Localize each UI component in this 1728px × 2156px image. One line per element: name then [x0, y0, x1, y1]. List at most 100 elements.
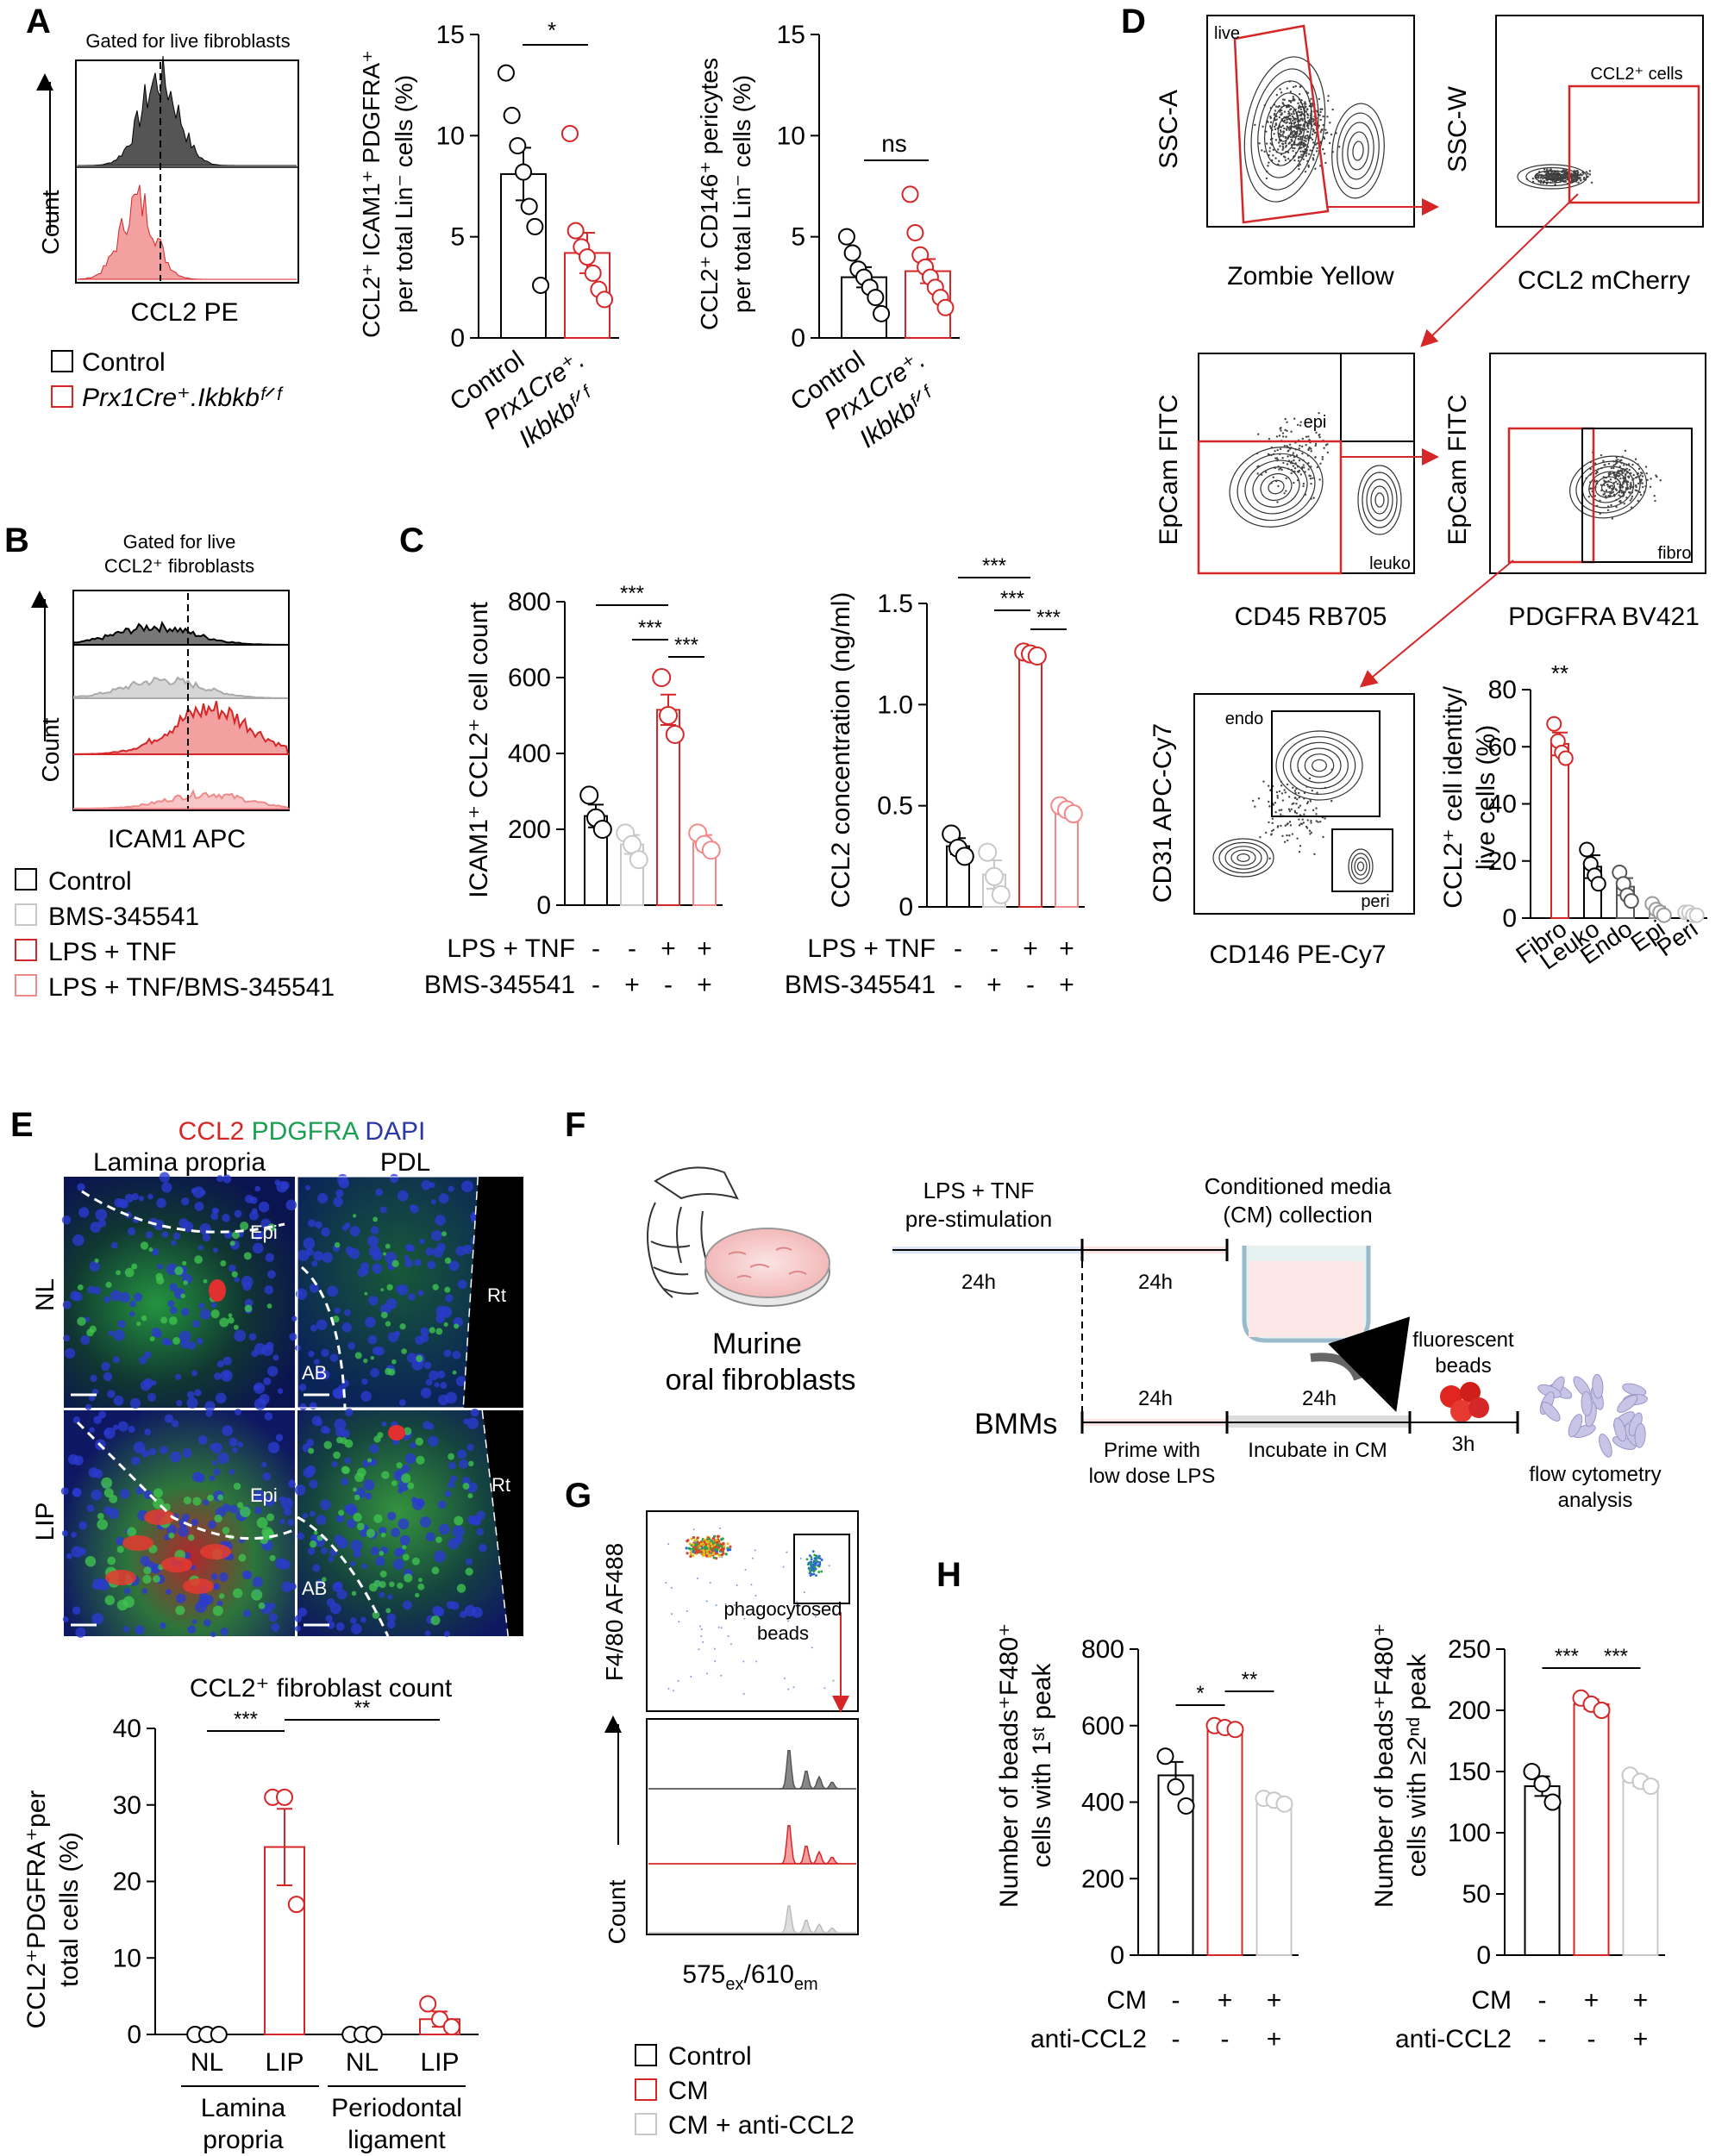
- sign-row2: -: [1221, 2025, 1230, 2053]
- event-dot: [1279, 88, 1281, 91]
- event-dot: [1295, 143, 1298, 147]
- panel-f-cm-tube: [1242, 1246, 1411, 1412]
- event-dot: [714, 1547, 717, 1551]
- event-dot: [823, 1687, 826, 1690]
- bar: [1206, 1726, 1243, 1956]
- y-tick-label: 1.5: [877, 590, 913, 618]
- contour: [1342, 122, 1374, 180]
- event-dot: [694, 1544, 698, 1547]
- event-dot: [1605, 497, 1607, 499]
- event-dot: [1629, 487, 1631, 491]
- y-tick-label: 200: [1081, 1865, 1124, 1893]
- event-dot: [1622, 477, 1625, 479]
- sig-c1-b-label: ***: [638, 616, 662, 640]
- event-dot: [1570, 178, 1574, 180]
- contour: [1260, 472, 1293, 502]
- panel-b-histogram: [72, 590, 291, 811]
- event-dot: [1274, 109, 1277, 112]
- event-dot: [1310, 819, 1312, 822]
- event-dot: [1280, 824, 1282, 828]
- event-dot: [1608, 485, 1612, 489]
- event-dot: [1255, 452, 1259, 455]
- panel-h-row2-label-a: anti-CCL2: [1030, 2025, 1147, 2053]
- event-dot: [1280, 792, 1284, 795]
- event-dot: [1605, 480, 1607, 484]
- event-dot: [1305, 154, 1308, 157]
- event-dot: [1615, 475, 1618, 478]
- event-dot: [698, 1546, 702, 1549]
- event-dot: [1618, 491, 1621, 494]
- event-dot: [721, 1556, 723, 1559]
- event-dot: [1312, 159, 1315, 161]
- sig-e-a-label: ***: [234, 1708, 258, 1731]
- panel-g-legend: Control CM CM + anti-CCL2: [635, 2042, 855, 2140]
- event-dot: [1554, 183, 1556, 186]
- event-dot: [1306, 802, 1309, 805]
- y-tick-label: 0: [1502, 904, 1517, 933]
- event-dot: [1624, 468, 1627, 471]
- event-dot: [1262, 125, 1264, 128]
- macrophage: [1634, 1422, 1646, 1448]
- event-dot: [1545, 168, 1549, 171]
- panel-e-stain-legend: CCL2 PDGFRA DAPI: [178, 1117, 426, 1146]
- event-dot: [1308, 118, 1312, 122]
- data-point: [867, 289, 885, 307]
- event-dot: [1322, 115, 1324, 118]
- event-dot: [1302, 158, 1305, 160]
- data-point: [526, 217, 544, 235]
- event-dot: [1639, 493, 1643, 497]
- panel-d-p5-gate-peri: peri: [1361, 892, 1389, 911]
- panel-a-sc1-ylabel-1: CCL2⁺ ICAM1⁺ PDGFRA⁺: [358, 50, 385, 338]
- event-dot: [705, 1547, 709, 1550]
- data-point: [431, 2010, 448, 2028]
- y-tick-label: 40: [113, 1715, 141, 1743]
- event-dot: [1286, 445, 1288, 447]
- event-dot: [1643, 491, 1646, 494]
- event-dot: [1610, 466, 1613, 470]
- event-dot: [1312, 129, 1315, 132]
- macrophage: [1581, 1390, 1593, 1416]
- event-dot: [1627, 463, 1631, 466]
- hist-ylabel: Count: [37, 190, 64, 254]
- event-dot: [1322, 147, 1324, 151]
- event-dot: [1274, 479, 1278, 483]
- bar: [1622, 1780, 1659, 1957]
- event-dot: [1291, 140, 1293, 142]
- event-dot: [694, 1547, 698, 1551]
- event-dot: [1631, 485, 1635, 489]
- y-tick-label: 600: [1081, 1712, 1124, 1740]
- event-dot: [699, 1542, 703, 1546]
- event-dot: [1547, 175, 1550, 178]
- y-tick-label: 1.0: [877, 691, 913, 719]
- event-dot: [1291, 99, 1294, 102]
- event-dot: [1615, 473, 1618, 476]
- event-dot: [1318, 165, 1322, 167]
- data-point: [579, 248, 596, 266]
- macrophage: [1541, 1402, 1561, 1422]
- data-point: [520, 197, 538, 216]
- event-dot: [726, 1548, 729, 1552]
- event-dot: [1641, 485, 1644, 489]
- event-dot: [1316, 147, 1318, 150]
- event-dot: [1637, 472, 1640, 475]
- panel-b-xlabel: ICAM1 APC: [108, 825, 246, 853]
- event-dot: [1324, 444, 1328, 447]
- event-dot: [1629, 483, 1632, 486]
- y-tick-label: 20: [113, 1868, 141, 1897]
- event-dot: [1566, 175, 1569, 178]
- event-dot: [1602, 476, 1605, 478]
- y-tick-label: 50: [1462, 1880, 1491, 1909]
- event-dot: [1306, 130, 1310, 134]
- panel-d-p4-ylabel: EpCam FITC: [1443, 394, 1472, 545]
- panel-e-chart-title: CCL2⁺ fibroblast count: [190, 1674, 453, 1703]
- event-dot: [1270, 833, 1273, 835]
- event-dot: [1254, 805, 1256, 808]
- event-dot: [1299, 123, 1302, 127]
- event-dot: [1570, 172, 1573, 175]
- event-dot: [744, 1568, 747, 1571]
- panel-f-prime-2: low dose LPS: [1089, 1465, 1216, 1488]
- event-dot: [1326, 451, 1330, 454]
- event-dot: [1301, 445, 1304, 448]
- data-point: [1642, 1778, 1660, 1796]
- event-dot: [1551, 177, 1554, 179]
